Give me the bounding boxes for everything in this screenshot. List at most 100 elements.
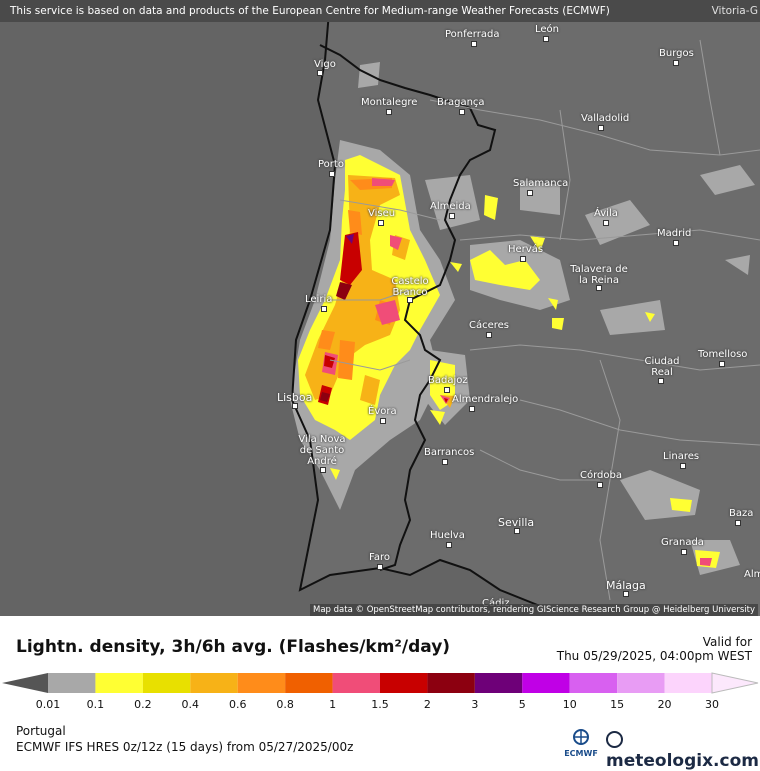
city-vigo: Vigo [314,59,336,70]
ecmwf-logo[interactable]: ECMWF [561,729,601,759]
legend-swatch [142,673,191,693]
city-marker [514,528,520,534]
city-marker [486,332,492,338]
city-marker [446,542,452,548]
city-faro: Faro [369,552,390,563]
valid-time: Thu 05/29/2025, 04:00pm WEST [556,649,752,663]
region-label: Portugal [16,724,66,738]
city-marker [407,297,413,303]
city-avila: Ávila [594,208,618,219]
city-marker [378,220,384,226]
legend-swatch [617,673,665,693]
city-marker [380,418,386,424]
city-marker [597,482,603,488]
city-vila-nova-de-santo-andre: Vila Nova de Santo André [298,434,346,467]
legend-swatch [95,673,143,693]
forecast-map[interactable]: This service is based on data and produc… [0,0,760,616]
city-almendralejo: Almendralejo [452,394,519,405]
city-cordoba: Córdoba [580,470,622,481]
lightning-dark-red [320,282,352,402]
city-marker [292,403,298,409]
city-almeida: Almeida [430,201,471,212]
city-burgos: Burgos [659,48,694,59]
lightning-purple [346,234,354,244]
city-marker [471,41,477,47]
map-attribution[interactable]: Map data © OpenStreetMap contributors, r… [310,604,758,616]
city-cadiz: Cádiz [482,598,510,609]
banner-text: This service is based on data and produc… [10,5,610,17]
legend-tick-label: 5 [518,698,526,711]
meteologix-brand-icon [606,731,623,748]
city-evora: Évora [368,406,397,417]
map-canvas [0,0,760,616]
city-madrid: Madrid [657,228,692,239]
city-granada: Granada [661,537,704,548]
city-marker [377,564,383,570]
city-huelva: Huelva [430,530,465,541]
coastline [290,0,541,607]
legend-tick-label: 0.4 [181,698,200,711]
legend-swatch [237,673,286,693]
city-braganca: Bragança [437,97,485,108]
legend-tick-label: 15 [610,698,625,711]
city-marker [596,285,602,291]
city-marker [598,125,604,131]
city-baza: Baza [729,508,754,519]
city-marker [673,240,679,246]
legend-tick-label: 20 [657,698,672,711]
legend-swatch [332,673,380,693]
legend-arrow-high [711,672,759,694]
legend-swatch [190,673,238,693]
city-marker [442,459,448,465]
legend-swatch [664,673,712,693]
legend-tick-label: 0.2 [134,698,152,711]
city-marker [459,109,465,115]
legend-swatch [48,673,96,693]
city-marker [623,591,629,597]
valid-label: Valid for [702,635,752,649]
city-porto: Porto [318,159,344,170]
city-marker [329,171,335,177]
city-marker [658,378,664,384]
city-marker [449,213,455,219]
map-title: Lightn. density, 3h/6h avg. (Flashes/km²… [16,637,451,657]
city-marker [527,190,533,196]
city-valladolid: Valladolid [581,113,630,124]
city-linares: Linares [663,451,700,462]
city-marker [735,520,741,526]
legend-tick-label: 1 [329,698,337,711]
legend-tick-label: 0.1 [86,698,105,711]
city-marker [321,306,327,312]
legend-tick-label: 10 [562,698,577,711]
lightning-red [318,232,448,405]
legend-arrow-low [2,673,48,693]
legend-tick-label: 0.01 [35,698,61,711]
legend-tick-label: 3 [471,698,479,711]
legend-swatch [569,673,618,693]
city-marker [603,220,609,226]
city-alm: Alm [744,569,760,580]
city-tomelloso: Tomelloso [698,349,748,360]
city-talavera: Talavera de la Reina [570,264,628,286]
city-castelo-branco: Castelo Branco [391,276,429,298]
city-marker [469,406,475,412]
meteologix-logo[interactable]: meteologix.com [606,731,760,771]
city-marker [681,549,687,555]
city-sevilla: Sevilla [498,516,535,529]
city-marker [543,36,549,42]
city-ponferrada: Ponferrada [445,29,500,40]
ecmwf-notice-banner: This service is based on data and produc… [0,0,760,22]
city-barrancos: Barrancos [424,447,475,458]
corner-city-label: Vitoria-G [711,5,758,17]
city-montalegre: Montalegre [361,97,418,108]
city-marker [520,256,526,262]
legend-swatch [380,673,428,693]
model-run-label: ECMWF IFS HRES 0z/12z (15 days) from 05/… [16,740,354,754]
legend-tick-label: 0.6 [228,698,247,711]
regional-borders [329,39,760,601]
city-marker [317,70,323,76]
atlantic-ocean [0,0,540,616]
legend-swatch [474,673,523,693]
legend-tick-label: 2 [423,698,431,711]
legend-swatch [522,673,570,693]
